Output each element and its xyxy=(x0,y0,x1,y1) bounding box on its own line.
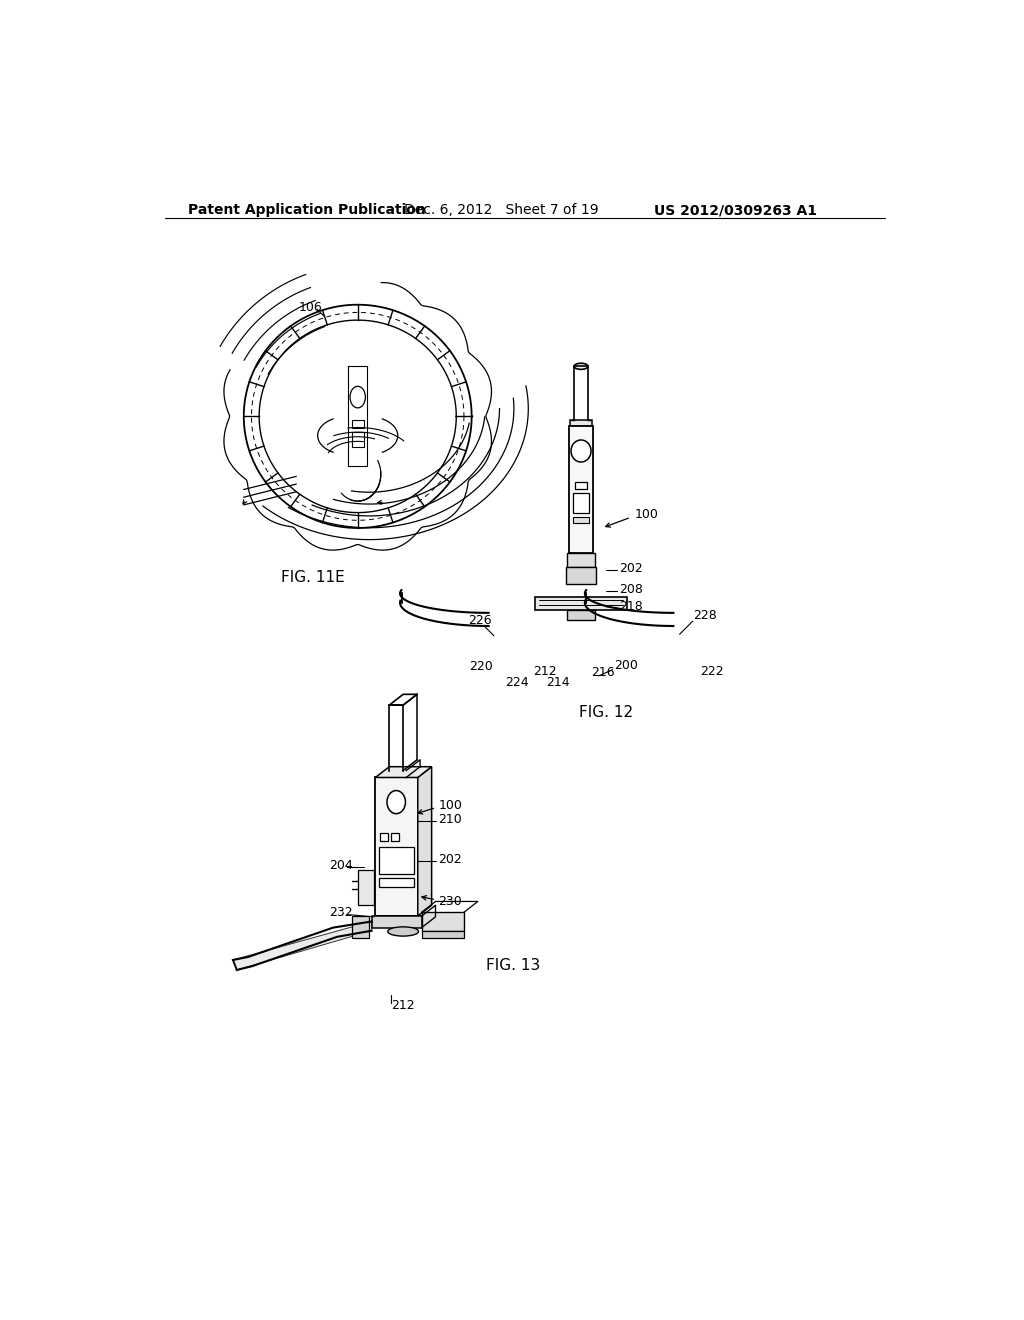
Text: 200: 200 xyxy=(614,659,638,672)
Bar xyxy=(567,610,595,620)
Bar xyxy=(574,482,587,488)
Bar xyxy=(573,494,589,512)
Text: FIG. 11E: FIG. 11E xyxy=(281,570,344,585)
Text: 222: 222 xyxy=(700,665,724,678)
Text: 100: 100 xyxy=(635,508,658,520)
Text: Patent Application Publication: Patent Application Publication xyxy=(188,203,426,216)
Polygon shape xyxy=(233,921,372,970)
Text: 220: 220 xyxy=(469,660,494,673)
Text: FIG. 13: FIG. 13 xyxy=(486,958,541,973)
Text: 212: 212 xyxy=(534,665,557,678)
Text: US 2012/0309263 A1: US 2012/0309263 A1 xyxy=(654,203,817,216)
Bar xyxy=(379,878,414,887)
Text: Dec. 6, 2012   Sheet 7 of 19: Dec. 6, 2012 Sheet 7 of 19 xyxy=(403,203,599,216)
Bar xyxy=(391,833,398,841)
Polygon shape xyxy=(376,767,432,777)
Text: 230: 230 xyxy=(438,895,462,908)
Bar xyxy=(358,870,374,904)
Bar xyxy=(535,597,628,610)
Polygon shape xyxy=(418,767,432,916)
Text: 202: 202 xyxy=(620,561,643,574)
Bar xyxy=(568,426,593,553)
Text: 106: 106 xyxy=(298,301,323,314)
Bar xyxy=(351,420,364,428)
Ellipse shape xyxy=(574,363,588,370)
Bar xyxy=(386,771,407,777)
Text: 100: 100 xyxy=(438,799,463,812)
Bar xyxy=(372,916,422,928)
Text: 226: 226 xyxy=(468,614,492,627)
Ellipse shape xyxy=(387,791,406,813)
Text: 212: 212 xyxy=(391,999,415,1012)
Ellipse shape xyxy=(388,927,419,936)
Bar xyxy=(380,833,388,841)
Bar xyxy=(573,517,589,523)
Text: 218: 218 xyxy=(620,601,643,612)
Bar xyxy=(567,553,595,568)
Text: 208: 208 xyxy=(620,583,643,597)
Text: 224: 224 xyxy=(506,676,529,689)
Text: 204: 204 xyxy=(330,859,353,871)
Bar xyxy=(422,932,464,937)
Text: 228: 228 xyxy=(692,610,717,622)
Text: 216: 216 xyxy=(591,667,614,680)
Text: 214: 214 xyxy=(547,676,570,689)
Bar xyxy=(376,777,418,916)
Ellipse shape xyxy=(571,440,591,462)
Bar xyxy=(379,847,414,874)
Text: FIG. 12: FIG. 12 xyxy=(579,705,633,721)
Text: 232: 232 xyxy=(330,907,353,920)
Bar xyxy=(422,912,464,932)
Bar xyxy=(351,432,364,447)
Text: 202: 202 xyxy=(438,853,462,866)
Bar xyxy=(570,420,592,426)
Bar xyxy=(565,568,596,585)
Bar xyxy=(352,916,370,937)
Text: 210: 210 xyxy=(438,813,462,825)
